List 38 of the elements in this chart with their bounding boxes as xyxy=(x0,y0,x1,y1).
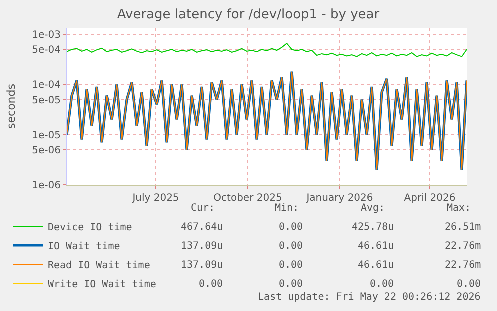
x-tick-label: July 2025 xyxy=(132,193,180,204)
legend-label: Device IO time xyxy=(48,222,132,234)
x-tick-label: April 2026 xyxy=(404,193,456,204)
text: 0.00 xyxy=(370,279,394,290)
text: 26.51m xyxy=(445,222,482,233)
text: 46.61u xyxy=(358,241,394,252)
x-tick-label: October 2025 xyxy=(214,193,282,204)
text: 0.00 xyxy=(199,279,224,290)
text: Cur: xyxy=(191,203,216,214)
legend-label: Read IO Wait time xyxy=(48,260,150,272)
legend-label: Write IO Wait time xyxy=(48,279,156,290)
text: 0.00 xyxy=(457,279,482,290)
y-tick-label: 1e-03 xyxy=(32,30,61,42)
x-tick-label: January 2026 xyxy=(306,193,374,204)
y-tick-label: 1e-06 xyxy=(32,180,61,192)
text: 0.00 xyxy=(279,241,304,252)
text: 137.09u xyxy=(181,241,224,252)
text: Max: xyxy=(447,203,472,214)
text: 46.61u xyxy=(358,260,394,271)
text: 22.76m xyxy=(445,260,482,271)
chart-title: Average latency for /dev/loop1 - by year xyxy=(117,8,380,23)
y-tick-label: 1e-05 xyxy=(32,130,61,142)
text: 0.00 xyxy=(279,222,304,233)
text: Min: xyxy=(275,203,300,214)
y-axis-title: seconds xyxy=(4,84,18,129)
legend-label: IO Wait time xyxy=(48,241,120,252)
y-tick-label: 5e-04 xyxy=(32,45,61,56)
text: 467.64u xyxy=(181,222,224,233)
text: 22.76m xyxy=(445,241,482,252)
text: 0.00 xyxy=(279,260,304,271)
text: Avg: xyxy=(361,203,386,214)
y-tick-label: 5e-05 xyxy=(32,95,61,106)
y-tick-label: 1e-04 xyxy=(32,80,61,92)
y-tick-label: 5e-06 xyxy=(32,145,61,156)
text: Last update: Fri May 22 00:26:12 2026 xyxy=(258,292,481,303)
text: 137.09u xyxy=(181,260,224,271)
text: 0.00 xyxy=(279,279,304,290)
text: 425.78u xyxy=(352,222,394,233)
